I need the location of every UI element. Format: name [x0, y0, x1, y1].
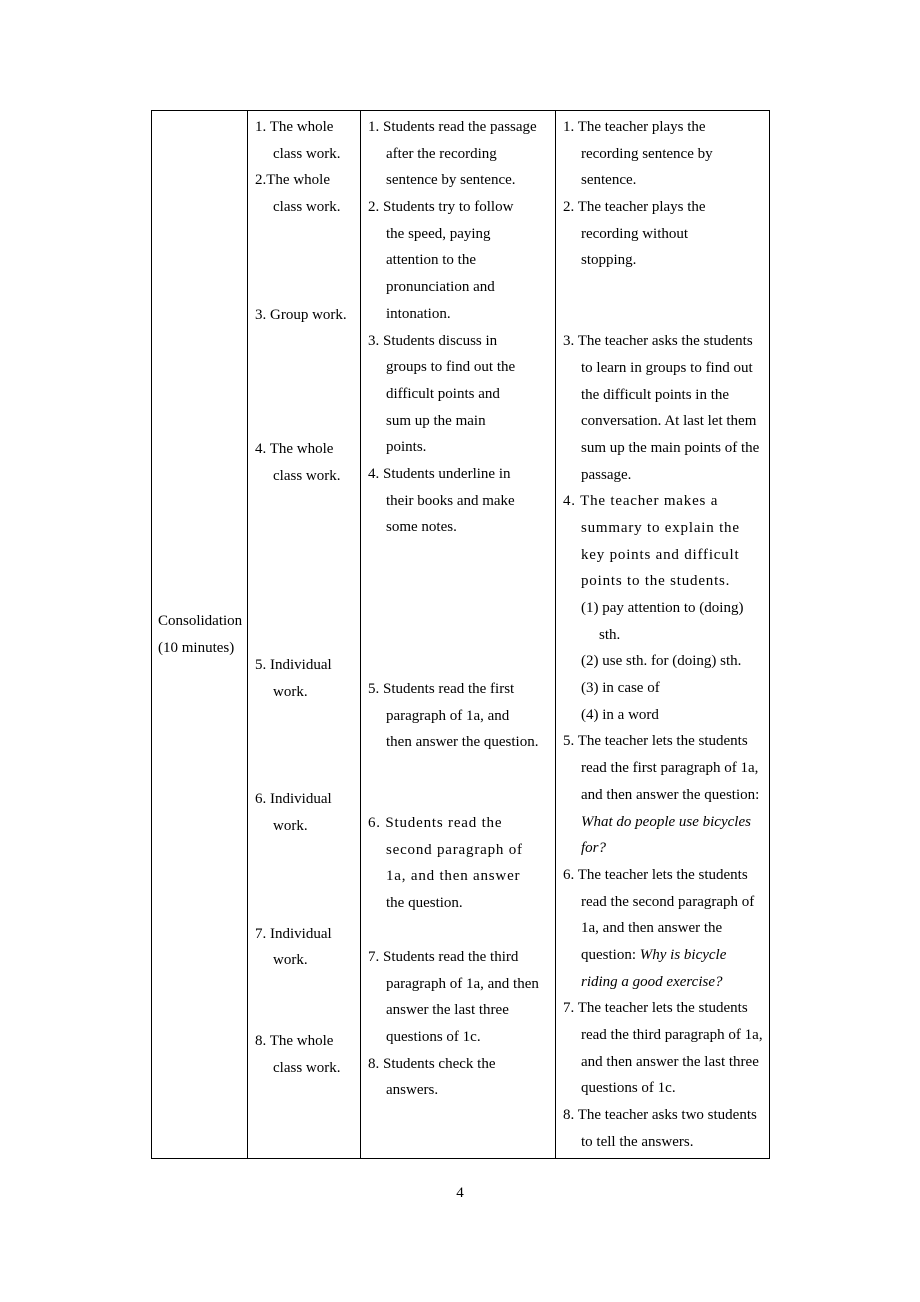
- list-item: 2. Students try to follow the speed, pay…: [368, 194, 549, 327]
- list-item: 8. The teacher asks two students to tell…: [563, 1102, 763, 1155]
- list-item: 6. Individual work.: [255, 786, 354, 839]
- list-item: 5. Students read the first paragraph of …: [368, 676, 549, 756]
- student-activity-cell: 1. Students read the passage after the r…: [361, 111, 556, 1159]
- list-item: 4. The teacher makes a summary to explai…: [563, 488, 763, 728]
- list-item: 4. The whole class work.: [255, 436, 354, 489]
- teacher-activity-cell: 1. The teacher plays the recording sente…: [556, 111, 770, 1159]
- list-item: 1. The whole class work.: [255, 114, 354, 167]
- stage-duration: (10 minutes): [158, 635, 247, 662]
- stage-name: Consolidation: [158, 608, 247, 635]
- list-item: 6. Students read the second paragraph of…: [368, 810, 549, 917]
- page-number: 4: [0, 1185, 920, 1202]
- lesson-table: Consolidation (10 minutes) 1. The whole …: [151, 110, 770, 1159]
- list-item: 1. Students read the passage after the r…: [368, 114, 549, 194]
- stage-cell: Consolidation (10 minutes): [152, 111, 248, 1159]
- list-item: 3. Group work.: [255, 302, 354, 329]
- list-item: 3. The teacher asks the students to lear…: [563, 328, 763, 488]
- list-item: 5. The teacher lets the students read th…: [563, 728, 763, 861]
- list-item: 1. The teacher plays the recording sente…: [563, 114, 763, 194]
- page: Consolidation (10 minutes) 1. The whole …: [0, 0, 920, 1302]
- list-item: 3. Students discuss in groups to find ou…: [368, 328, 549, 461]
- list-item: 2. The teacher plays the recording witho…: [563, 194, 763, 274]
- list-item: 2.The whole class work.: [255, 167, 354, 220]
- list-item: 6. The teacher lets the students read th…: [563, 862, 763, 995]
- table-row: Consolidation (10 minutes) 1. The whole …: [152, 111, 770, 1159]
- list-item: 5. Individual work.: [255, 652, 354, 705]
- list-item: 4. Students underline in their books and…: [368, 461, 549, 541]
- list-item: 7. Students read the third paragraph of …: [368, 944, 549, 1051]
- list-item: 7. The teacher lets the students read th…: [563, 995, 763, 1102]
- list-item: 7. Individual work.: [255, 921, 354, 974]
- list-item: 8. The whole class work.: [255, 1028, 354, 1081]
- interaction-cell: 1. The whole class work. 2.The whole cla…: [248, 111, 361, 1159]
- list-item: 8. Students check the answers.: [368, 1051, 549, 1104]
